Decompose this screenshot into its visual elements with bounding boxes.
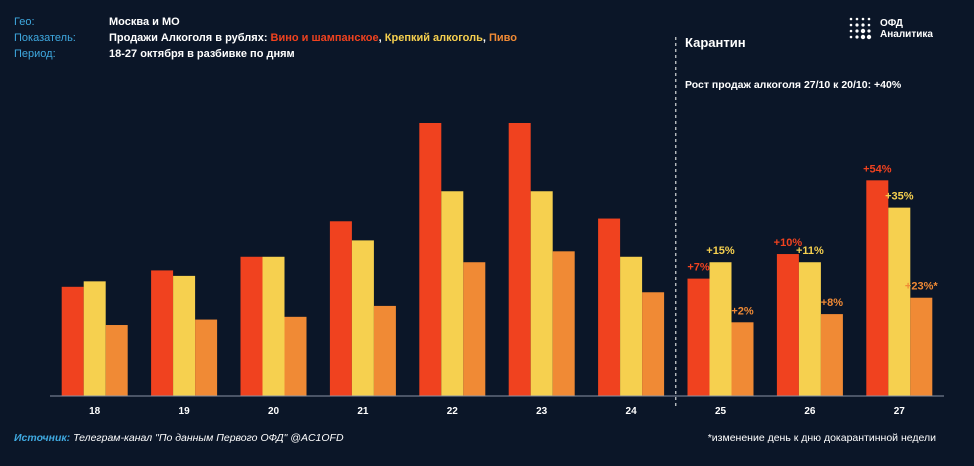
period-row: Период: 18-27 октября в разбивке по дням [14, 46, 517, 62]
indicator-row: Показатель: Продажи Алкоголя в рублях: В… [14, 30, 517, 46]
data-label-wine-25: +7% [687, 262, 710, 274]
x-tick-25: 25 [715, 406, 727, 417]
x-tick-23: 23 [536, 406, 548, 417]
bar-beer-19 [195, 319, 218, 396]
data-label-strong-26: +11% [796, 245, 824, 257]
bar-strong-18 [83, 281, 106, 396]
bar-wine-22 [419, 123, 442, 396]
indicator-value: Продажи Алкоголя в рублях: Вино и шампан… [109, 30, 517, 46]
x-tick-labels: 18 19 20 21 22 23 24 25 26 27 [89, 406, 905, 417]
geo-row: Гео: Москва и МО [14, 14, 517, 30]
indicator-strong: Крепкий алкоголь [384, 32, 483, 44]
bar-strong-19 [173, 275, 196, 396]
ofd-logo: ОФД Аналитика [848, 16, 933, 42]
data-label-wine-27: +54% [863, 163, 892, 175]
dots-logo-icon [849, 17, 872, 40]
geo-label: Гео: [14, 16, 35, 28]
period-label: Период: [14, 48, 56, 60]
bar-wine-25 [687, 278, 710, 396]
bar-beer-23 [552, 251, 575, 396]
x-tick-20: 20 [268, 406, 280, 417]
bar-strong-24 [620, 256, 643, 396]
source-text: Телеграм-канал "По данным Первого ОФД" @… [70, 432, 344, 444]
growth-note: Рост продаж алкоголя 27/10 к 20/10: +40% [685, 79, 902, 91]
period-value: 18-27 октября в разбивке по дням [109, 48, 295, 60]
bar-beer-24 [642, 292, 665, 396]
bar-wine-26 [776, 254, 799, 396]
x-tick-19: 19 [179, 406, 191, 417]
bar-strong-21 [351, 240, 374, 396]
footer-note: *изменение день к дню докарантинной неде… [707, 432, 936, 444]
x-tick-24: 24 [626, 406, 638, 417]
indicator-sep-1: , [378, 32, 385, 44]
bar-beer-20 [284, 316, 307, 396]
source-label: Источник: [14, 432, 71, 444]
x-tick-26: 26 [804, 406, 816, 417]
data-label-wine-26: +10% [774, 237, 803, 249]
x-tick-27: 27 [894, 406, 906, 417]
bar-strong-25 [709, 262, 732, 396]
data-label-strong-25: +15% [706, 245, 735, 257]
indicator-prefix: Продажи Алкоголя в рублях: [109, 32, 271, 44]
indicator-beer: Пиво [489, 32, 518, 44]
bars-layer [61, 123, 933, 396]
chart-meta: Гео: Москва и МО Показатель: Продажи Алк… [14, 14, 517, 62]
geo-value: Москва и МО [109, 16, 180, 28]
quarantine-title: Карантин [685, 35, 746, 50]
bar-beer-21 [373, 305, 396, 396]
x-tick-21: 21 [357, 406, 369, 417]
x-tick-22: 22 [447, 406, 459, 417]
bar-wine-24 [598, 218, 621, 396]
data-label-beer-27: +23%* [905, 281, 938, 293]
bar-wine-27 [866, 180, 889, 396]
logo-line-1: ОФД [880, 18, 903, 29]
data-label-beer-25: +2% [731, 305, 754, 317]
logo-text: ОФД Аналитика [880, 18, 933, 40]
bar-strong-20 [262, 256, 285, 396]
bar-strong-22 [441, 191, 464, 396]
bar-beer-26 [820, 314, 843, 396]
data-label-strong-27: +35% [885, 191, 914, 203]
bar-beer-25 [731, 322, 754, 396]
x-tick-18: 18 [89, 406, 101, 417]
bar-strong-26 [798, 262, 821, 396]
indicator-wine: Вино и шампанское [270, 32, 379, 44]
data-label-beer-26: +8% [821, 297, 844, 309]
bar-beer-27 [910, 297, 933, 396]
bar-wine-18 [61, 286, 84, 396]
bar-strong-27 [888, 207, 911, 396]
bar-strong-23 [530, 191, 553, 396]
bar-wine-19 [151, 270, 174, 396]
bar-wine-23 [508, 123, 531, 396]
indicator-sep-2: , [482, 32, 489, 44]
bar-wine-20 [240, 256, 263, 396]
logo-line-2: Аналитика [880, 29, 933, 40]
footer-source: Источник: Телеграм-канал "По данным Перв… [14, 432, 344, 444]
bar-beer-18 [105, 325, 128, 396]
indicator-label: Показатель: [14, 32, 76, 44]
data-labels-layer: +7% +15% +2% +10%+11% +8% +54% +35% +23%* [687, 163, 938, 317]
bar-beer-22 [463, 262, 486, 396]
bar-wine-21 [329, 221, 352, 396]
